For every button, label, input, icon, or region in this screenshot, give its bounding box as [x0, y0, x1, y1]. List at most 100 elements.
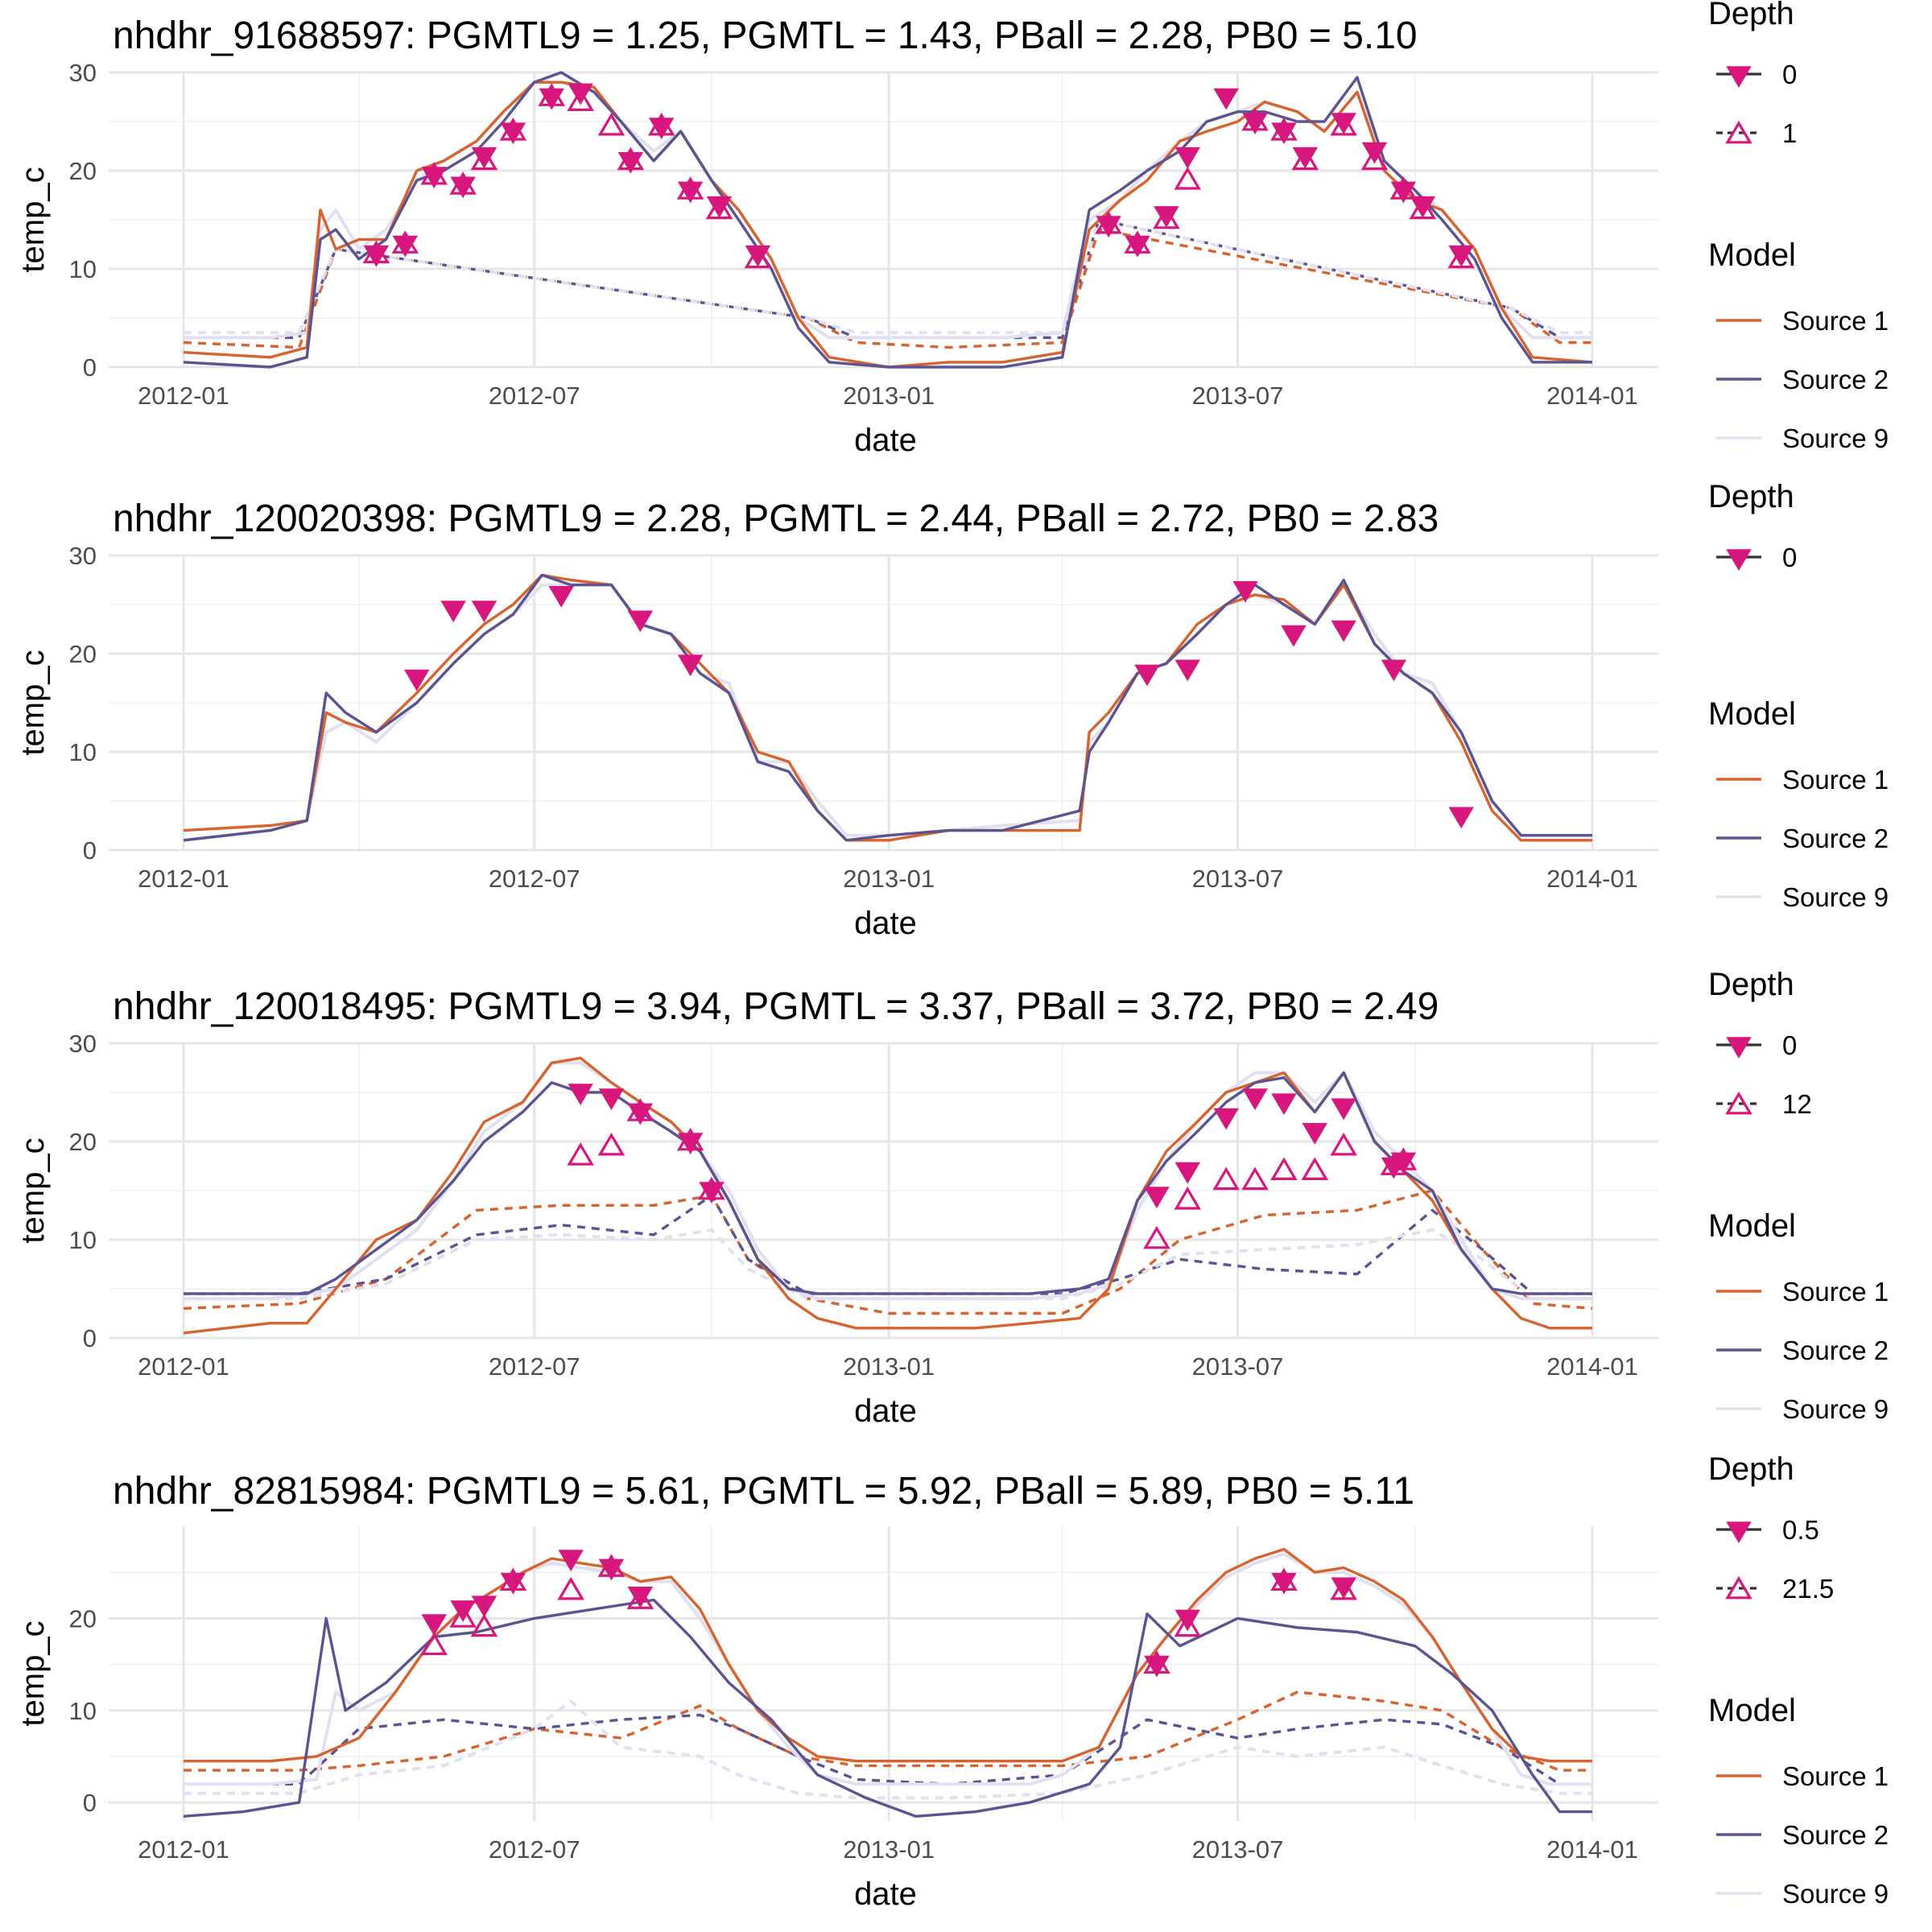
series-line-source-2-depth-21.5: [184, 1713, 1592, 1786]
observation-point-depth-0: [1134, 664, 1160, 687]
x-tick-label: 2013-01: [843, 865, 935, 893]
x-tick-label: 2013-07: [1192, 865, 1284, 893]
observation-point-depth-12: [1389, 1147, 1418, 1170]
x-tick-label: 2014-01: [1546, 865, 1638, 893]
legend-depth-marker: [1726, 66, 1752, 88]
observation-point-depth-0.5: [450, 1600, 476, 1622]
x-tick-label: 2014-01: [1546, 1352, 1638, 1381]
y-tick-label: 20: [69, 1128, 97, 1156]
observation-point-depth-21.5: [470, 1613, 498, 1637]
observation-point-depth-0.5: [558, 1550, 584, 1572]
observation-point-depth-1: [1447, 245, 1476, 269]
observation-point-depth-0: [677, 654, 704, 677]
observation-point-depth-0: [1331, 1098, 1356, 1121]
x-tick-label: 2014-01: [1546, 382, 1638, 410]
y-tick-label: 30: [69, 59, 97, 87]
observation-point-depth-12: [1241, 1166, 1269, 1191]
legend-title: Model: [1708, 1693, 1796, 1728]
legend-label: 0.5: [1782, 1515, 1819, 1545]
legend-label: Source 2: [1782, 1820, 1889, 1850]
series-line-source-2-depth-0: [184, 1071, 1592, 1295]
observation-point-depth-1: [1174, 167, 1202, 190]
legend-depth: Depth 0.5 21.5: [1708, 1451, 1834, 1604]
series-line-source-2-depth-12: [184, 1194, 1592, 1295]
legend-depth-marker: [1725, 1091, 1752, 1115]
observation-point-depth-1: [676, 176, 704, 200]
observation-point-depth-0: [1448, 807, 1474, 829]
observation-point-depth-0.5: [421, 1614, 447, 1637]
observation-point-depth-1: [1389, 176, 1418, 200]
legend-label: Source 1: [1782, 1761, 1889, 1791]
legend-model: Model Source 1 Source 2 Source 9: [1708, 1693, 1889, 1909]
observation-point-depth-1: [567, 88, 594, 111]
observation-point-depth-12: [1212, 1166, 1240, 1191]
observation-point-depth-12: [1143, 1225, 1170, 1249]
observation-point-depth-0: [1281, 625, 1307, 647]
panel-2: nhdhr_120020398: PGMTL9 = 2.28, PGMTL = …: [15, 479, 1889, 941]
legend-title: Model: [1708, 237, 1796, 273]
observation-point-depth-21.5: [1174, 1613, 1202, 1637]
panel-title: nhdhr_120020398: PGMTL9 = 2.28, PGMTL = …: [113, 497, 1439, 540]
x-tick-label: 2013-01: [843, 382, 935, 410]
observation-point-depth-1: [647, 112, 675, 136]
observation-point-depth-0: [1232, 580, 1258, 603]
x-tick-label: 2012-01: [138, 1352, 229, 1381]
x-axis-title: date: [854, 423, 917, 458]
series-line-source-9-depth-1: [184, 218, 1592, 335]
grid: [109, 1526, 1658, 1821]
y-tick-label: 20: [69, 157, 97, 185]
observation-point-depth-1: [420, 161, 448, 185]
panel-title: nhdhr_120018495: PGMTL9 = 3.94, PGMTL = …: [113, 985, 1439, 1028]
x-tick-label: 2013-07: [1192, 382, 1284, 410]
x-tick-label: 2014-01: [1546, 1835, 1638, 1864]
y-axis-title: temp_c: [15, 167, 51, 272]
legend-label: Source 1: [1782, 1277, 1889, 1307]
observation-point-depth-21.5: [557, 1576, 584, 1600]
observation-point-depth-1: [470, 147, 498, 171]
series-line-source-2-depth-0.5: [183, 1598, 1592, 1818]
y-tick-label: 10: [69, 738, 97, 766]
observation-point-depth-1: [1241, 107, 1269, 131]
x-tick-label: 2013-01: [843, 1352, 935, 1381]
observation-point-depth-12: [1270, 1157, 1298, 1181]
legend-depth: Depth 0 12: [1708, 967, 1812, 1119]
legend-depth-marker: [1726, 1521, 1752, 1543]
series-line-source-9-depth-21.5: [184, 1699, 1592, 1800]
observation-point-depth-0: [1213, 1108, 1239, 1130]
x-tick-label: 2012-01: [138, 865, 229, 893]
x-axis-title: date: [854, 1393, 917, 1429]
legend-label: Source 1: [1782, 306, 1889, 336]
legend-label: Source 2: [1782, 824, 1889, 853]
legend-label: 0: [1782, 1030, 1797, 1060]
series-line-source-2-depth-0: [183, 573, 1592, 842]
panel-title: nhdhr_91688597: PGMTL9 = 1.25, PGMTL = 1…: [113, 14, 1418, 57]
observation-point-depth-1: [705, 196, 733, 220]
observation-point-depth-12: [698, 1176, 725, 1200]
observation-point-depth-21.5: [1270, 1567, 1298, 1591]
legend-label: 0: [1782, 60, 1797, 89]
x-tick-label: 2013-07: [1192, 1835, 1284, 1864]
observation-point-depth-0: [598, 1088, 625, 1111]
observation-point-depth-0: [403, 669, 430, 691]
observation-point-depth-0.5: [471, 1596, 497, 1618]
observation-point-depth-0: [1174, 659, 1201, 682]
y-tick-label: 20: [69, 1604, 97, 1633]
observation-point-depth-0: [627, 610, 654, 633]
legend-label: 1: [1782, 118, 1797, 148]
series-line-source-2-depth-0: [183, 71, 1592, 369]
series-line-source-1-depth-21.5: [184, 1690, 1592, 1772]
x-tick-label: 2013-01: [843, 1835, 935, 1864]
observation-point-depth-21.5: [1143, 1650, 1170, 1674]
observation-point-depth-21.5: [626, 1586, 654, 1609]
grid: [109, 1042, 1658, 1340]
observation-point-depth-12: [567, 1142, 594, 1166]
observation-point-depth-1: [362, 240, 390, 264]
observation-point-depth-1: [449, 171, 477, 195]
observation-point-depth-0.5: [1174, 1609, 1201, 1632]
x-tick-label: 2013-07: [1192, 1352, 1284, 1381]
y-tick-label: 10: [69, 1226, 97, 1254]
panel-title: nhdhr_82815984: PGMTL9 = 5.61, PGMTL = 5…: [113, 1470, 1414, 1513]
legend-title: Depth: [1708, 0, 1794, 31]
observation-point-depth-1: [1409, 196, 1437, 220]
